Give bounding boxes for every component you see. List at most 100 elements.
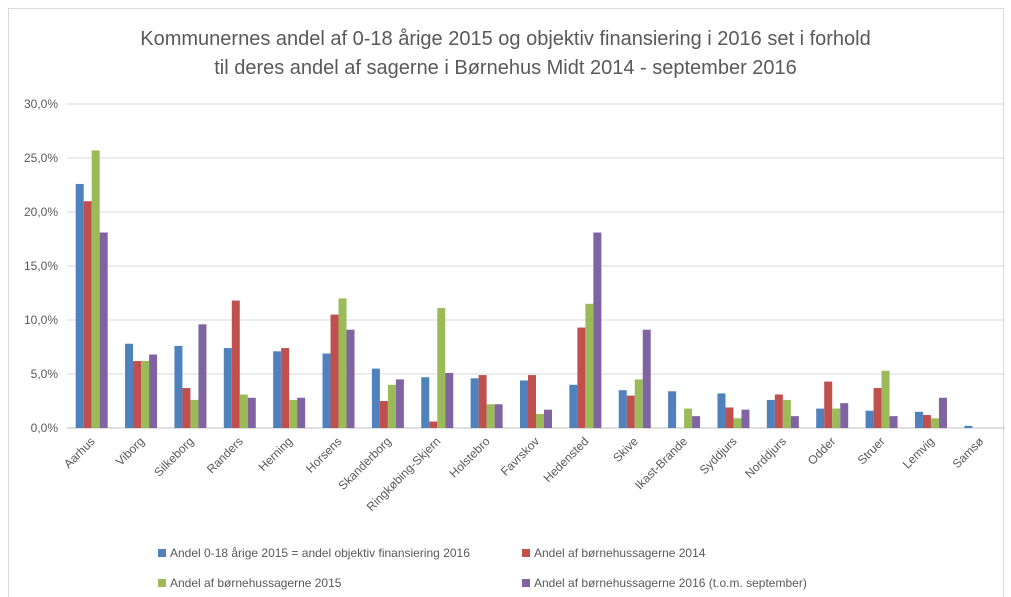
bar [881,370,890,428]
bar [470,378,479,428]
x-tick-label: Hedensted [541,434,592,485]
bar [494,404,503,428]
bar [429,421,438,428]
bar [536,413,544,428]
legend-label: Andel 0-18 årige 2015 = andel objektiv f… [170,546,470,560]
bar [840,403,849,428]
bar [174,345,183,428]
legend-label: Andel af børnehussagerne 2016 (t.o.m. se… [534,576,807,590]
bar [125,343,134,428]
bar [83,201,92,428]
bar [544,409,552,428]
chart-title: Kommunernes andel af 0-18 årige 2015 og … [0,25,1011,83]
bar [626,395,635,428]
x-tick-label: Aarhus [61,434,98,471]
bar [91,150,100,428]
bar [832,408,841,428]
bar [930,418,939,428]
bar [198,324,207,428]
chart-title-line1: Kommunernes andel af 0-18 årige 2015 og … [140,28,871,50]
bar [593,232,602,428]
bar [790,416,799,428]
bar [421,377,430,428]
bar [297,397,306,428]
bar [634,379,643,428]
bar [99,232,108,428]
bar [437,308,446,428]
y-tick-label: 15,0% [24,259,58,273]
legend-item: Andel af børnehussagerne 2016 (t.o.m. se… [522,576,807,590]
bar [774,394,783,428]
chart-frame [8,8,1004,597]
bar [889,416,898,428]
legend-swatch [522,579,530,587]
legend-label: Andel af børnehussagerne 2015 [170,576,342,590]
x-tick-label: Holstebro [447,434,493,480]
x-tick-label: Odder [805,434,838,467]
bar [346,329,355,428]
bar [766,399,775,428]
bar [816,408,825,428]
bar [395,379,404,428]
x-tick-label: Lemvig [900,434,937,471]
bar [528,375,536,428]
bar [379,401,388,428]
y-tick-label: 30,0% [24,97,58,111]
bar [141,361,150,428]
bar [520,380,528,428]
bar [281,348,290,428]
bar [223,348,232,428]
y-tick-label: 10,0% [24,313,58,327]
x-tick-label: Syddjurs [697,434,740,477]
legend-swatch [158,549,166,557]
bar [692,416,701,428]
bar [668,391,677,428]
bar [247,397,256,428]
legend-swatch [158,579,166,587]
bar [577,327,586,428]
bar [190,399,199,428]
x-tick-label: Struer [855,434,888,467]
bar [133,361,142,428]
bar [824,381,833,428]
y-tick-label: 20,0% [24,205,58,219]
x-tick-label: Randers [204,434,246,476]
bar [239,394,248,428]
bar [75,183,84,428]
bar [782,399,791,428]
bar [914,411,923,428]
bar [922,415,931,428]
y-tick-label: 0,0% [31,421,59,435]
legend-item: Andel af børnehussagerne 2014 [522,546,705,560]
bar [642,329,651,428]
bar [873,388,882,428]
chart-title-line2: til deres andel af sagerne i Børnehus Mi… [214,57,797,79]
bar [322,353,331,428]
x-tick-label: Ikast-Brande [632,434,690,492]
bar [149,354,158,428]
bar [733,418,742,428]
bar [338,298,347,428]
x-tick-label: Norddjurs [742,434,789,481]
x-tick-label: Skive [610,434,641,465]
bar [569,384,578,428]
bar [618,390,627,428]
bar [330,314,339,428]
bar [289,399,298,428]
bar [486,404,495,428]
bar [938,397,947,428]
bar [478,375,487,428]
bar [231,300,240,428]
y-tick-label: 25,0% [24,151,58,165]
bar [741,409,750,428]
bar [182,388,191,428]
bar [387,384,396,428]
x-tick-label: Favrskov [498,434,542,478]
x-tick-label: Viborg [113,434,147,468]
y-tick-label: 5,0% [31,367,59,381]
bar [684,408,693,428]
x-tick-label: Silkeborg [151,434,196,479]
legend-label: Andel af børnehussagerne 2014 [534,546,706,560]
bar [717,393,726,428]
